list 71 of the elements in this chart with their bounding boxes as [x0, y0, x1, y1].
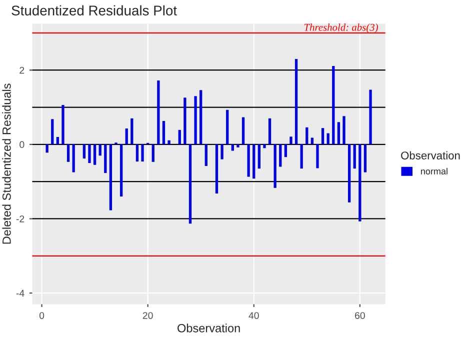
bar: [184, 98, 186, 144]
bar: [369, 90, 372, 144]
bar: [168, 140, 170, 144]
bar: [258, 144, 260, 169]
bar: [162, 121, 166, 144]
x-axis-title: Observation: [178, 324, 240, 332]
bar: [279, 144, 282, 167]
legend-title: Observation: [401, 151, 460, 160]
bar: [98, 144, 102, 156]
x-tick-label: 0: [39, 312, 44, 319]
bar: [157, 80, 160, 144]
bar: [236, 144, 240, 148]
bar: [294, 58, 298, 144]
bar: [316, 144, 319, 168]
x-tick-label: 60: [355, 312, 365, 319]
bar: [326, 133, 330, 144]
bar: [348, 144, 351, 202]
bar: [56, 136, 60, 144]
bar: [141, 144, 144, 162]
bar: [290, 136, 292, 144]
bar: [284, 144, 288, 158]
bar: [220, 144, 224, 160]
bar: [82, 144, 86, 159]
bar: [364, 144, 367, 172]
bar: [136, 144, 139, 162]
y-tick-label: 0: [20, 141, 24, 148]
bar: [337, 122, 340, 144]
bar: [178, 130, 181, 144]
bar: [194, 96, 197, 144]
x-tick-label: 20: [142, 312, 153, 319]
legend-label: normal: [421, 168, 448, 174]
bar: [252, 144, 256, 179]
bar: [46, 144, 48, 153]
bar: [321, 128, 324, 144]
y-tick-label: 2: [20, 66, 24, 74]
bar: [215, 144, 218, 194]
bar: [226, 110, 229, 144]
bar: [72, 144, 75, 172]
y-axis-title: Deleted Studentized Residuals: [2, 84, 11, 244]
bar: [188, 144, 192, 224]
bar: [88, 144, 91, 163]
bar: [342, 116, 346, 144]
bar: [62, 105, 64, 144]
bar: [125, 128, 128, 144]
ref-line-label: Threshold: abs(3): [304, 24, 378, 33]
bar: [93, 144, 96, 165]
bar: [242, 117, 245, 144]
bar: [332, 66, 335, 144]
bar: [268, 118, 272, 144]
bar: [306, 127, 308, 144]
bar: [200, 90, 202, 144]
bar: [130, 118, 134, 144]
bar: [231, 144, 234, 151]
bar: [310, 138, 314, 144]
bar: [263, 144, 266, 148]
y-tick-label: -2: [16, 215, 24, 222]
x-tick-label: 40: [248, 312, 259, 319]
bar: [300, 144, 303, 169]
bar: [247, 144, 250, 177]
bar: [66, 144, 70, 162]
bar: [353, 144, 356, 169]
bar: [109, 144, 112, 210]
bar: [51, 119, 54, 144]
bar: [204, 144, 208, 166]
bar: [274, 144, 276, 188]
y-tick-label: -4: [16, 290, 24, 297]
bar: [104, 144, 107, 174]
chart-title: Studentized Residuals Plot: [12, 5, 177, 16]
bar: [358, 144, 362, 222]
bar: [152, 144, 154, 162]
bar: [120, 144, 123, 196]
